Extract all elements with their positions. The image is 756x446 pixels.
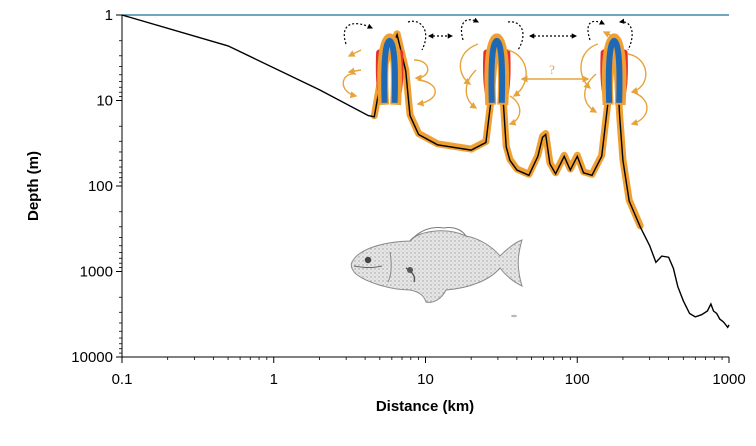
dispersal-loop-arrow [407, 20, 427, 51]
y-axis-title: Depth (m) [25, 151, 42, 221]
movement-arrow [459, 43, 479, 85]
dispersal-loop-arrow [460, 17, 479, 41]
y-tick-label: 1 [105, 7, 113, 24]
dispersal-loop-arrow [343, 23, 373, 45]
movement-arrow [630, 91, 648, 126]
movement-arrow [465, 69, 478, 109]
site-markers [375, 33, 628, 106]
fish-illustration-icon [350, 227, 523, 303]
movement-arrows [342, 31, 648, 126]
dispersal-arrows [343, 17, 633, 51]
x-tick-label: 1 [270, 371, 278, 388]
site-marker [483, 33, 511, 106]
dispersal-loop-arrow [618, 18, 633, 51]
movement-arrow [347, 67, 362, 75]
x-tick-label: 10 [417, 371, 434, 388]
dispersal-loop-arrow [507, 21, 524, 51]
question-annotation: ? [549, 62, 555, 77]
movement-arrow [508, 95, 521, 126]
water-column-band [488, 37, 506, 103]
dispersal-loop-arrow [587, 19, 605, 41]
y-ticks: 1 10 100 1000 10000 [71, 7, 122, 366]
y-tick-label: 1000 [80, 264, 113, 281]
movement-arrow [584, 73, 598, 113]
axes: 0.1 1 10 100 1000 1 10 100 1000 10000 [71, 7, 745, 388]
movement-arrow [507, 49, 527, 97]
site-marker [600, 33, 628, 106]
x-ticks: 0.1 1 10 100 1000 [112, 357, 746, 388]
water-column-band [381, 37, 398, 103]
movement-arrow [580, 43, 599, 89]
y-tick-label: 10000 [71, 349, 113, 366]
movement-arrow [342, 73, 358, 99]
movement-arrow [413, 59, 429, 82]
movement-arrow [416, 79, 436, 107]
x-tick-label: 0.1 [112, 371, 133, 388]
movement-arrow [602, 31, 613, 38]
y-tick-label: 10 [96, 93, 113, 110]
y-tick-label: 100 [88, 178, 113, 195]
movement-arrow [627, 53, 647, 94]
site-marker [375, 33, 404, 106]
bathymetry-profile-line [121, 14, 730, 329]
x-tick-label: 100 [565, 371, 590, 388]
movement-arrow [347, 49, 362, 57]
x-tick-label: 1000 [712, 371, 745, 388]
water-column-band [605, 37, 623, 103]
x-axis-title: Distance (km) [376, 398, 474, 415]
small-speck [511, 314, 517, 318]
